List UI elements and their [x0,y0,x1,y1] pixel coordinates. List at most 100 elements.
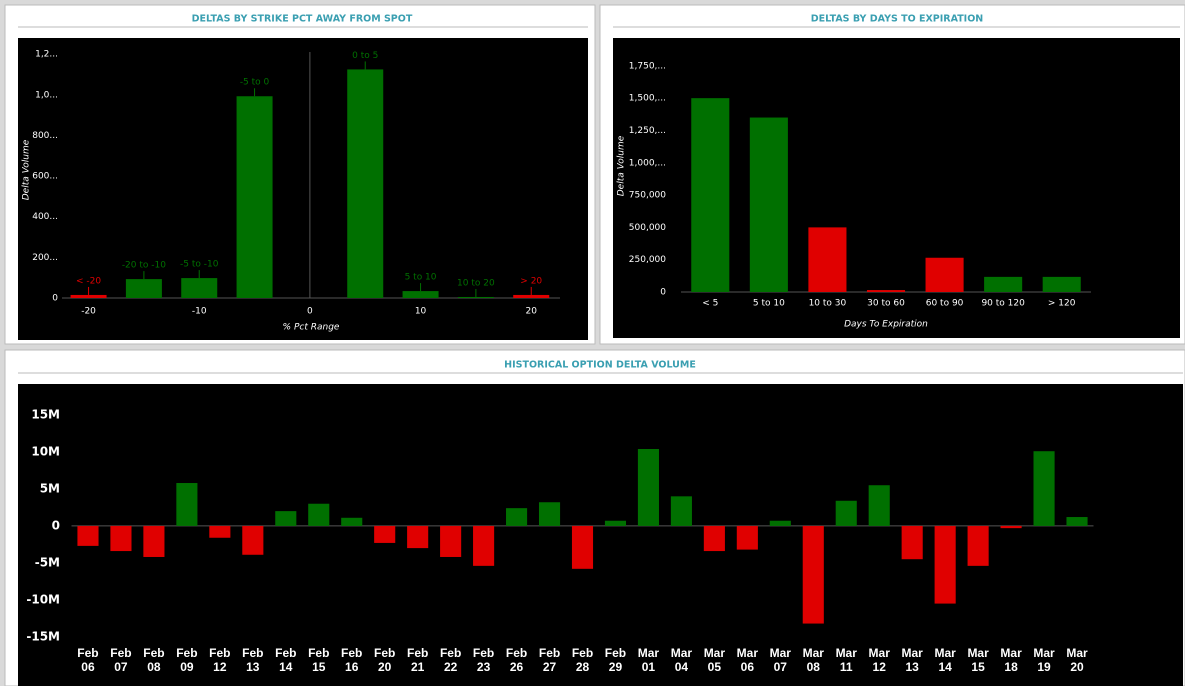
bar-label: 5 to 10 [405,273,437,283]
bar [749,117,788,293]
bar [637,448,659,526]
x-tick-label: Feb 22 [439,646,462,674]
chart-title: DELTAS BY DAYS TO EXPIRATION [811,14,984,25]
y-axis-label: Delta Volume [22,139,32,200]
bar [506,508,528,526]
y-tick-label: 1,750,... [629,61,666,71]
bar-label: -5 to 0 [240,78,270,88]
y-tick-label: 400... [32,212,58,222]
x-tick-label: Mar 14 [934,646,956,674]
x-axis-label: Days To Expiration [844,320,928,330]
bar [209,525,231,538]
bar [457,296,494,298]
y-tick-label: 1,0... [35,90,58,100]
chart-title: HISTORICAL OPTION DELTA VOLUME [504,360,696,371]
bar [341,517,363,526]
bar-label: > 20 [520,276,542,286]
x-tick-label: -20 [81,307,96,317]
bar [473,525,495,566]
y-tick-label: 1,500,... [629,94,666,104]
x-tick-label: Mar 20 [1066,646,1088,674]
x-tick-label: Mar 19 [1033,646,1055,674]
bar-label: -20 to -10 [122,261,166,271]
x-tick-label: Mar 08 [802,646,824,674]
y-tick-label: 5M [40,481,60,495]
bar [703,525,725,552]
y-tick-label: 0 [52,294,58,304]
bar [176,483,198,526]
x-tick-label: Feb 16 [341,646,363,674]
y-tick-label: 0 [52,518,60,532]
x-tick-label: Feb 07 [110,646,132,674]
bar [77,525,99,546]
bar [347,69,384,298]
bar [736,525,758,550]
bar [236,96,273,298]
x-tick-label: 90 to 120 [981,299,1025,309]
x-tick-label: 60 to 90 [926,299,964,309]
x-tick-label: 30 to 60 [867,299,905,309]
bar-label: -5 to -10 [180,260,219,270]
bar [308,503,330,526]
x-axis-label: % Pct Range [283,323,340,333]
x-tick-label: Feb 27 [538,646,561,674]
x-tick-label: Feb 20 [374,646,396,674]
bar [691,98,730,293]
bar [513,294,550,298]
x-tick-label: Feb 14 [275,646,297,674]
plot-background [18,38,588,340]
y-tick-label: -5M [35,555,60,569]
bar [1033,451,1055,526]
x-tick-label: Mar 07 [769,646,791,674]
x-tick-label: Feb 29 [604,646,627,674]
x-tick-label: 20 [526,307,538,317]
x-tick-label: Mar 06 [736,646,758,674]
x-tick-label: 10 to 30 [809,299,847,309]
x-tick-label: Feb 26 [505,646,528,674]
bar [802,525,824,624]
bar [835,500,857,526]
x-tick-label: Feb 09 [176,646,198,674]
x-tick-label: Feb 21 [406,646,429,674]
x-tick-label: Mar 04 [670,646,693,674]
y-tick-label: 1,000,... [629,158,666,168]
x-tick-label: 0 [307,307,313,317]
x-tick-label: 10 [415,307,427,317]
plot-background [18,384,1183,686]
x-tick-label: Feb 13 [242,646,264,674]
x-tick-label: Feb 15 [308,646,330,674]
bar [868,485,890,526]
bar [1000,525,1022,529]
bar [70,294,107,298]
y-tick-label: -15M [26,629,60,643]
bar [374,525,396,543]
bar [1066,517,1088,526]
bar [769,520,791,526]
x-tick-label: Mar 01 [637,646,660,674]
bar [604,520,627,526]
y-tick-label: 1,250,... [629,126,666,136]
x-tick-label: > 120 [1048,299,1076,309]
bar [925,257,964,292]
bar-label: < -20 [76,276,101,286]
y-tick-label: 0 [660,288,666,298]
bar [181,278,218,298]
bar [125,279,162,298]
x-tick-label: Mar 12 [868,646,890,674]
bar [866,290,906,292]
y-tick-label: 500,000 [629,223,666,233]
bar-label: 10 to 20 [457,278,495,288]
bar [934,525,956,604]
bar [407,525,429,549]
x-tick-label: 5 to 10 [753,299,785,309]
x-tick-label: Mar 11 [835,646,857,674]
bar [808,227,847,292]
y-tick-label: 15M [31,407,60,421]
bar [143,525,165,557]
x-tick-label: -10 [192,307,207,317]
bar [242,525,264,555]
y-tick-label: -10M [26,592,60,606]
bar [571,525,594,569]
x-tick-label: < 5 [702,299,718,309]
y-tick-label: 750,000 [629,191,666,201]
